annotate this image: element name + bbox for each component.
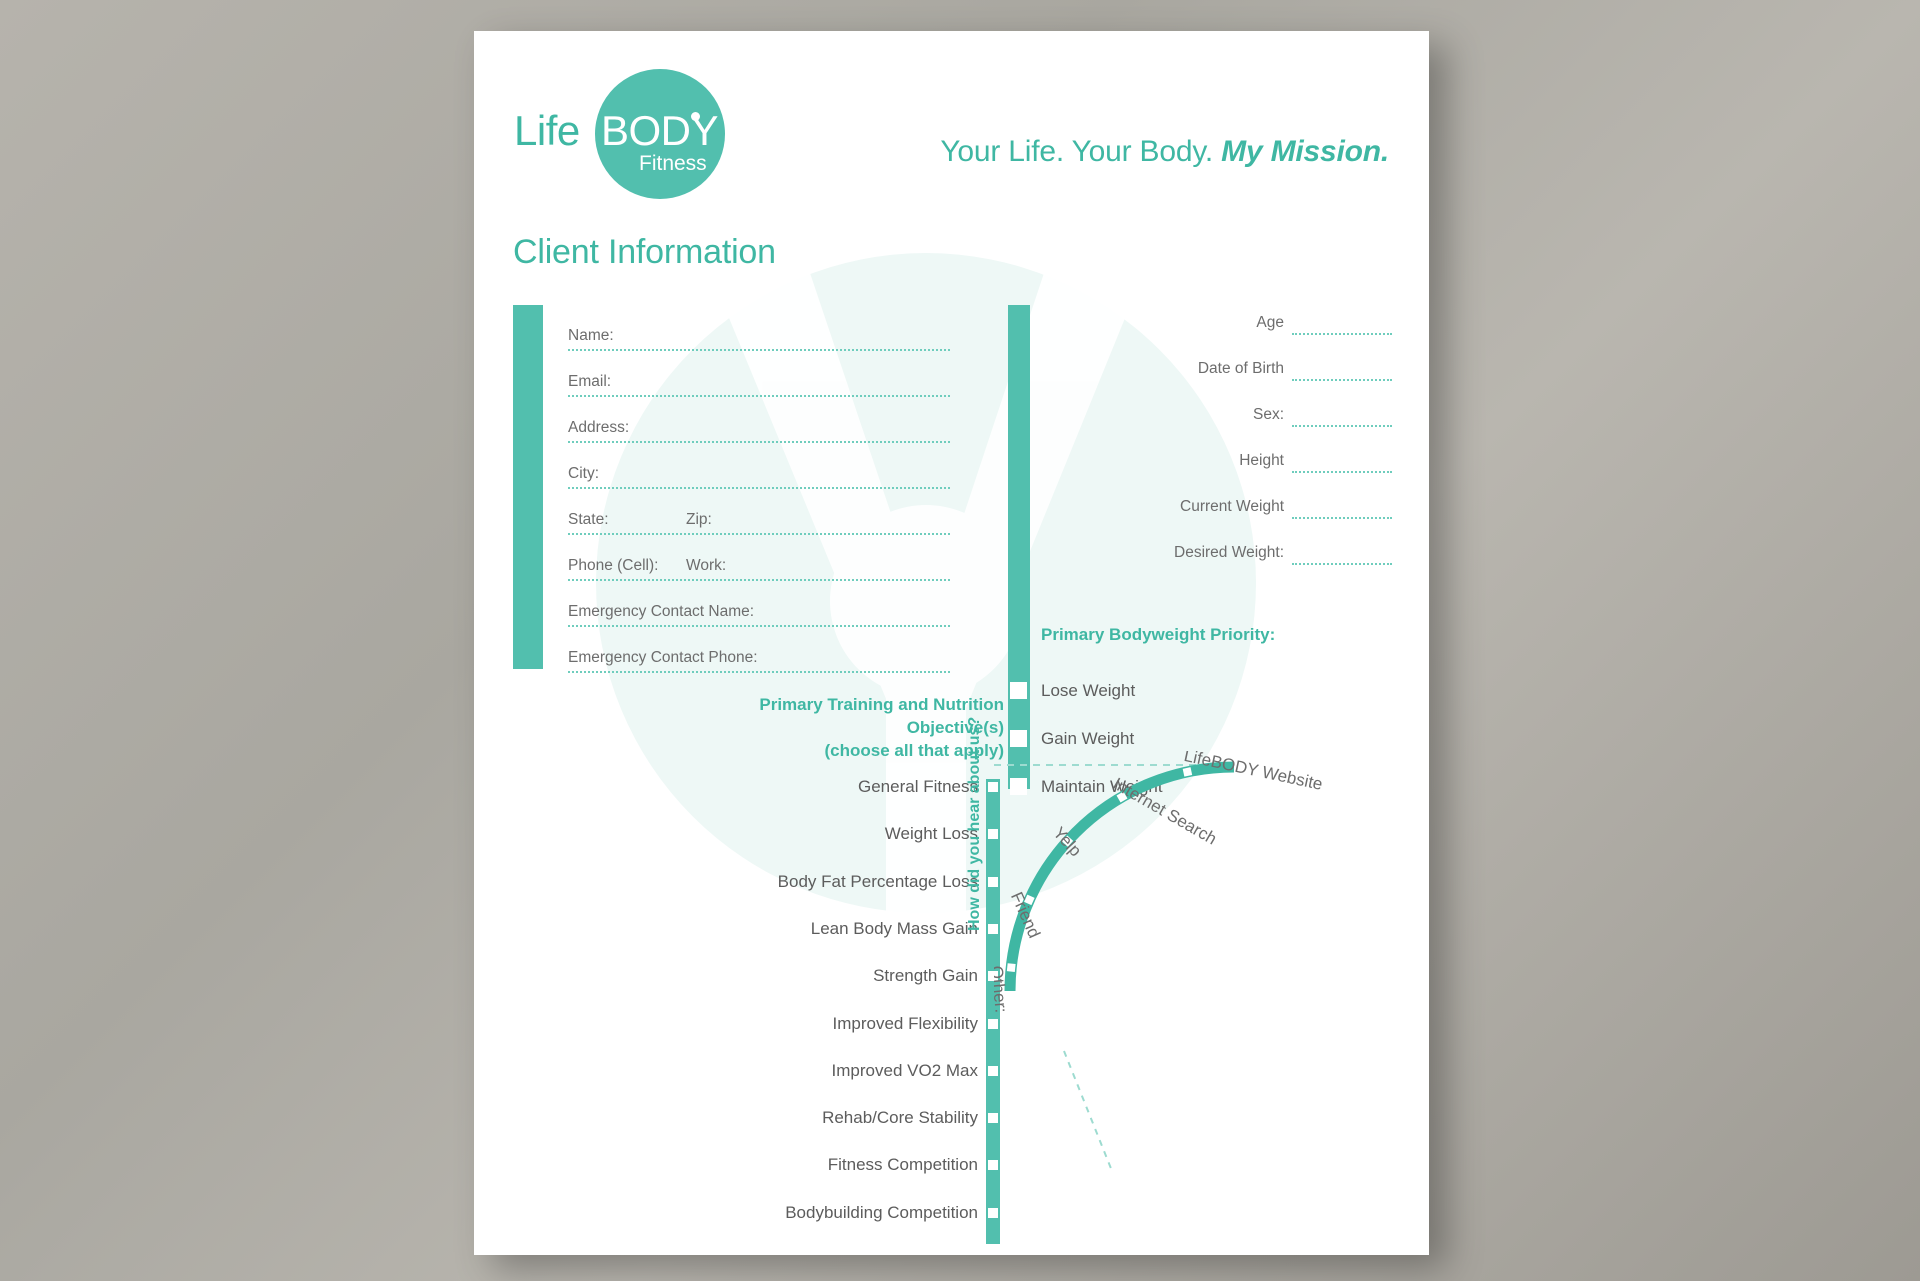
objective-option-label[interactable]: Body Fat Percentage Loss (777, 871, 978, 891)
objectives-accent-bar (986, 779, 1000, 1244)
logo-circle-icon (595, 69, 725, 199)
personal-field-row[interactable]: Current Weight (1030, 473, 1392, 519)
contact-field-row[interactable]: Email: (568, 351, 950, 397)
objective-option-label[interactable]: Bodybuilding Competition (785, 1202, 978, 1222)
personal-field-input[interactable] (1292, 313, 1392, 335)
logo-person-dot-icon (691, 112, 700, 121)
personal-field-input[interactable] (1292, 359, 1392, 381)
contact-field-label-secondary: Zip: (686, 511, 712, 528)
objective-checkbox[interactable] (988, 829, 998, 840)
personal-field-input[interactable] (1292, 497, 1392, 519)
objective-checkbox[interactable] (988, 782, 998, 792)
priority-checkbox[interactable] (1010, 778, 1027, 795)
personal-field-row[interactable]: Height (1030, 427, 1392, 473)
page-title: Client Information (513, 233, 776, 271)
contact-field-label: Phone (Cell): (568, 557, 659, 574)
contact-field-row[interactable]: City: (568, 443, 950, 489)
hear-about-checkbox[interactable] (1006, 963, 1016, 972)
contact-field-label: Name: (568, 327, 614, 344)
personal-field-label: Sex: (1252, 406, 1284, 423)
priority-option-label[interactable]: Lose Weight (1041, 681, 1136, 700)
tagline-bold: My Mission. (1221, 135, 1389, 168)
objective-checkbox[interactable] (988, 876, 998, 887)
brand-logo: Life BODY Fitness (514, 67, 824, 207)
hear-about-checkbox[interactable] (1116, 791, 1128, 803)
contact-field-label: Email: (568, 373, 612, 390)
objective-checkbox[interactable] (988, 1018, 998, 1029)
objective-checkbox[interactable] (988, 1207, 998, 1218)
hear-about-checkbox[interactable] (1061, 835, 1074, 847)
personal-field-row[interactable]: Age (1030, 289, 1392, 335)
personal-field-label: Current Weight (1180, 498, 1284, 515)
hear-about-checkbox[interactable] (1182, 767, 1193, 777)
objective-option-label[interactable]: Rehab/Core Stability (822, 1108, 978, 1128)
priority-checkbox[interactable] (1010, 682, 1027, 699)
personal-field-row[interactable]: Sex: (1030, 381, 1392, 427)
contact-field-label-secondary: Work: (686, 557, 727, 574)
contact-field-row[interactable]: Phone (Cell): Work: (568, 535, 950, 581)
priority-heading: Primary Bodyweight Priority: (1041, 625, 1276, 644)
personal-field-input[interactable] (1292, 451, 1392, 473)
objective-checkbox[interactable] (988, 1160, 998, 1171)
objective-option-label[interactable]: Strength Gain (873, 966, 978, 986)
hear-about-radial-group: LifeBODY Website Internet Search Yelp Frien… (987, 746, 1429, 1251)
personal-accent-bar (1008, 305, 1030, 789)
priority-option-label[interactable]: Gain Weight (1041, 729, 1135, 748)
objectives-heading-line2: (choose all that apply) (824, 740, 1004, 760)
form-page: Life BODY Fitness Your Life. Your Body. … (474, 31, 1429, 1255)
contact-field-row[interactable]: Name: (568, 305, 950, 351)
contact-fields-group: Name: Email: Address: City: State: Zip: Phone … (568, 305, 950, 673)
objectives-heading: Primary Training and Nutrition Objective… (734, 694, 1004, 763)
personal-field-label: Age (1256, 314, 1284, 331)
objective-option-label[interactable]: Fitness Competition (827, 1155, 978, 1175)
contact-field-label: Emergency Contact Name: (568, 603, 755, 620)
contact-field-row[interactable]: Emergency Contact Name: (568, 581, 950, 627)
contact-field-row[interactable]: Address: (568, 397, 950, 443)
contact-field-row[interactable]: Emergency Contact Phone: (568, 627, 950, 673)
tagline: Your Life. Your Body. My Mission. (940, 135, 1389, 169)
objectives-heading-line1: Primary Training and Nutrition Objective… (759, 695, 1004, 737)
personal-field-row[interactable]: Date of Birth (1030, 335, 1392, 381)
personal-field-label: Height (1239, 452, 1284, 469)
personal-field-row[interactable]: Desired Weight: (1030, 519, 1392, 565)
objective-option-label[interactable]: General Fitness (858, 777, 978, 796)
hear-about-checkbox[interactable] (1024, 894, 1035, 906)
hear-about-checkboxes (1006, 767, 1193, 972)
logo-life-text: Life (514, 107, 580, 154)
personal-field-input[interactable] (1292, 405, 1392, 427)
personal-field-label: Date of Birth (1197, 360, 1284, 377)
objective-checkbox[interactable] (988, 1113, 998, 1124)
personal-field-label: Desired Weight: (1174, 544, 1284, 561)
objective-option-label[interactable]: Lean Body Mass Gain (810, 918, 978, 938)
contact-field-label: Address: (568, 419, 630, 436)
hear-about-option-label[interactable]: Internet Search (1110, 774, 1220, 849)
hear-about-other-line (1063, 1050, 1113, 1172)
contact-field-label: City: (568, 465, 599, 482)
hear-about-heading: How did you hear about us? (966, 716, 983, 931)
priority-checkbox[interactable] (1010, 730, 1027, 747)
personal-field-input[interactable] (1292, 543, 1392, 565)
contact-accent-bar (513, 305, 543, 669)
objective-checkbox[interactable] (988, 971, 998, 982)
contact-field-label: Emergency Contact Phone: (568, 649, 758, 666)
logo-body-text: BODY (601, 107, 719, 154)
objective-option-label[interactable]: Improved VO2 Max (831, 1060, 978, 1080)
contact-field-label: State: (568, 511, 609, 528)
objective-checkbox[interactable] (988, 1065, 998, 1076)
tagline-regular: Your Life. Your Body. (940, 135, 1222, 168)
logo-fitness-text: Fitness (639, 152, 707, 175)
objective-option-label[interactable]: Improved Flexibility (832, 1013, 979, 1033)
objective-checkbox[interactable] (988, 923, 998, 934)
contact-field-row[interactable]: State: Zip: (568, 489, 950, 535)
objective-option-label[interactable]: Weight Loss (884, 824, 978, 844)
personal-fields-group: Age Date of Birth Sex: Height Current Weight… (1030, 289, 1392, 565)
